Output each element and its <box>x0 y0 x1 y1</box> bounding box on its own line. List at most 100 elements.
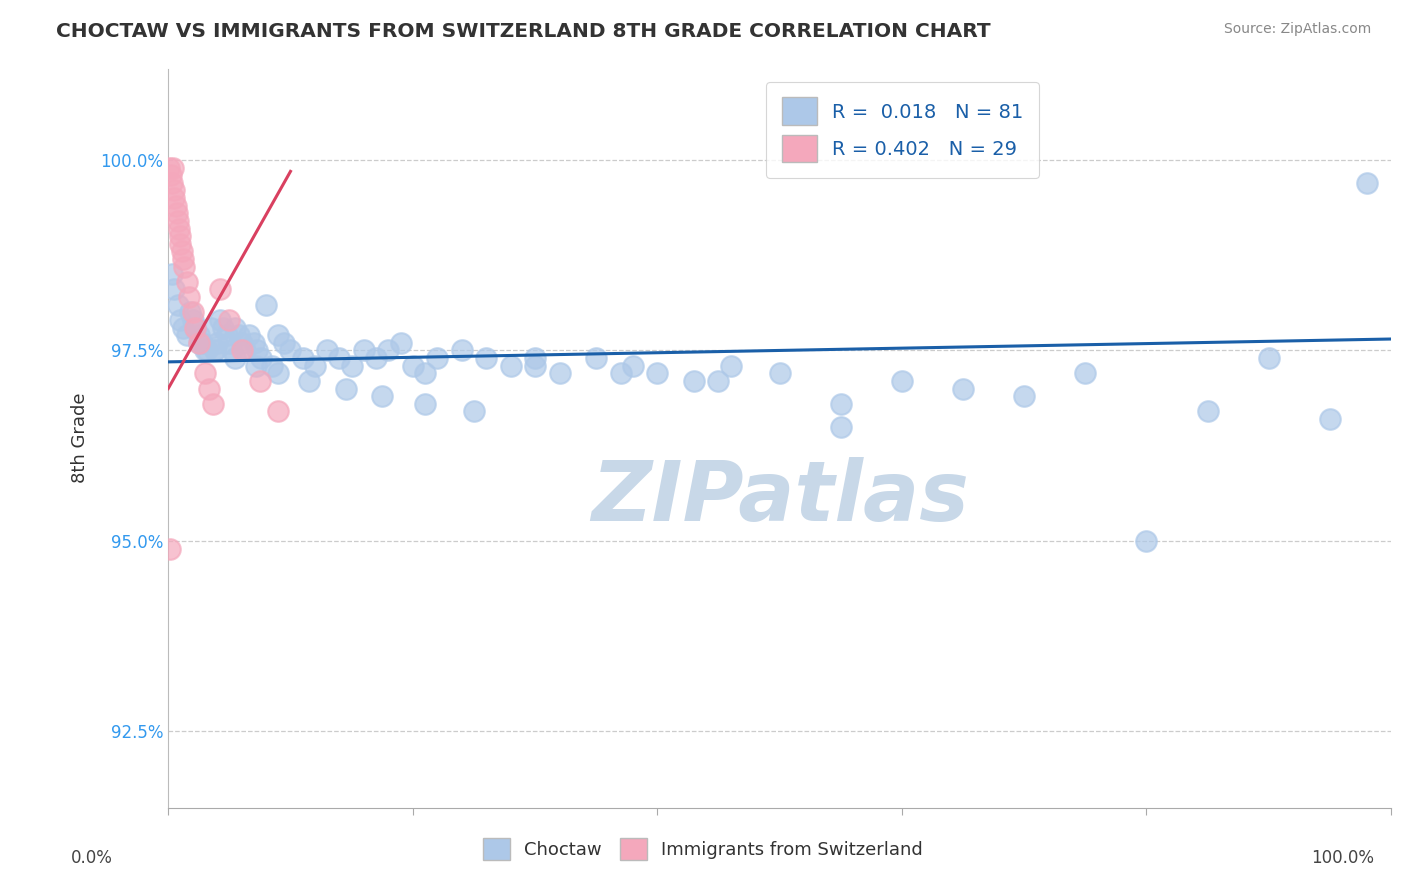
Point <box>159 541 181 556</box>
Point <box>952 382 974 396</box>
Point <box>218 313 240 327</box>
Point <box>364 351 387 365</box>
Point <box>249 374 271 388</box>
Point <box>187 335 209 350</box>
Point <box>426 351 449 365</box>
Point <box>181 305 204 319</box>
Point <box>169 229 191 244</box>
Point <box>195 343 218 358</box>
Point <box>218 335 240 350</box>
Point <box>413 366 436 380</box>
Point <box>280 343 302 358</box>
Point <box>245 359 267 373</box>
Legend: Choctaw, Immigrants from Switzerland: Choctaw, Immigrants from Switzerland <box>475 830 931 867</box>
Point <box>328 351 350 365</box>
Text: CHOCTAW VS IMMIGRANTS FROM SWITZERLAND 8TH GRADE CORRELATION CHART: CHOCTAW VS IMMIGRANTS FROM SWITZERLAND 8… <box>56 22 991 41</box>
Point <box>1257 351 1279 365</box>
Point <box>169 313 191 327</box>
Point <box>353 343 375 358</box>
Point <box>170 244 193 259</box>
Point <box>177 290 200 304</box>
Point <box>205 335 228 350</box>
Point <box>304 359 326 373</box>
Point <box>187 328 209 343</box>
Point <box>254 298 277 312</box>
Point <box>683 374 706 388</box>
Point <box>172 252 194 266</box>
Point <box>250 351 273 365</box>
Point <box>176 275 198 289</box>
Point <box>167 214 190 228</box>
Point <box>163 283 186 297</box>
Point <box>228 328 250 343</box>
Point <box>707 374 730 388</box>
Point <box>231 335 253 350</box>
Point <box>548 366 571 380</box>
Point <box>191 335 214 350</box>
Point <box>298 374 321 388</box>
Point <box>160 176 183 190</box>
Point <box>262 359 284 373</box>
Point <box>163 183 186 197</box>
Point <box>1355 176 1378 190</box>
Point <box>160 267 183 281</box>
Point <box>159 168 181 182</box>
Point <box>233 343 256 358</box>
Point <box>1135 533 1157 548</box>
Point <box>224 320 246 334</box>
Text: Source: ZipAtlas.com: Source: ZipAtlas.com <box>1223 22 1371 37</box>
Point <box>194 366 217 380</box>
Point <box>647 366 669 380</box>
Point <box>165 199 187 213</box>
Point <box>830 419 852 434</box>
Point <box>243 335 266 350</box>
Point <box>524 351 547 365</box>
Point <box>176 328 198 343</box>
Point <box>197 382 219 396</box>
Point <box>202 397 225 411</box>
Point <box>1319 412 1341 426</box>
Point <box>167 298 190 312</box>
Point <box>371 389 394 403</box>
Point <box>181 313 204 327</box>
Point <box>163 191 186 205</box>
Point <box>172 320 194 334</box>
Point <box>335 382 357 396</box>
Point <box>167 221 190 235</box>
Text: ZIPatlas: ZIPatlas <box>591 457 969 538</box>
Y-axis label: 8th Grade: 8th Grade <box>72 392 89 483</box>
Point <box>194 343 217 358</box>
Point <box>524 359 547 373</box>
Point <box>273 335 295 350</box>
Point <box>830 397 852 411</box>
Point <box>267 328 290 343</box>
Point <box>475 351 498 365</box>
Point <box>238 328 260 343</box>
Legend: R =  0.018   N = 81, R = 0.402   N = 29: R = 0.018 N = 81, R = 0.402 N = 29 <box>766 82 1039 178</box>
Point <box>316 343 339 358</box>
Point <box>204 343 226 358</box>
Point <box>499 359 522 373</box>
Point <box>291 351 314 365</box>
Point <box>402 359 425 373</box>
Point <box>450 343 472 358</box>
Point <box>585 351 607 365</box>
Point <box>162 161 184 175</box>
Point <box>204 343 226 358</box>
Point <box>340 359 363 373</box>
Point <box>166 206 188 220</box>
Point <box>215 328 238 343</box>
Point <box>159 161 181 175</box>
Text: 100.0%: 100.0% <box>1312 849 1374 867</box>
Point <box>173 260 195 274</box>
Point <box>187 335 209 350</box>
Point <box>377 343 399 358</box>
Point <box>890 374 912 388</box>
Point <box>267 366 290 380</box>
Point <box>231 343 253 358</box>
Point <box>208 283 231 297</box>
Point <box>389 335 412 350</box>
Point <box>621 359 644 373</box>
Point <box>246 343 269 358</box>
Point <box>200 320 222 334</box>
